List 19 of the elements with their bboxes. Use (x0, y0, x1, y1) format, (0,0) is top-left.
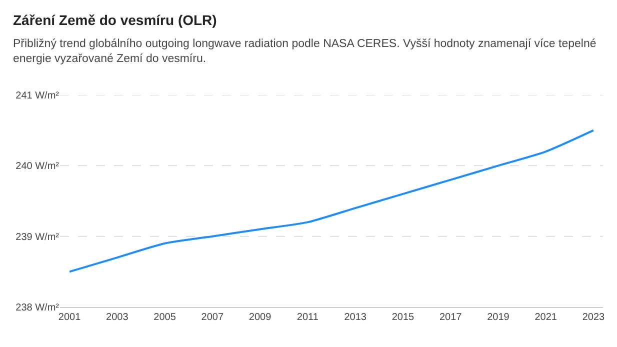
x-tick-label: 2017 (439, 312, 462, 323)
y-tick-label: 239 W/m² (16, 232, 60, 243)
y-tick-label: 238 W/m² (16, 302, 60, 314)
x-tick-label: 2015 (392, 312, 415, 323)
x-tick-label: 2011 (296, 312, 319, 323)
x-tick-label: 2019 (487, 312, 510, 323)
x-tick-label: 2023 (582, 312, 606, 323)
x-tick-label: 2009 (248, 312, 272, 323)
x-tick-label: 2007 (201, 312, 224, 323)
x-tick-label: 2013 (344, 312, 367, 323)
chart-title: Záření Země do vesmíru (OLR) (13, 12, 217, 28)
line-series (68, 129, 594, 273)
y-tick-label: 240 W/m² (16, 161, 60, 172)
x-tick-label: 2005 (154, 312, 176, 323)
x-tick-label: 2001 (58, 312, 82, 323)
chart-subtitle: Přibližný trend globálního outgoing longwave radiation podle NASA CERES. Vyšší hodnoty znamenají více tepelné energie vyzařované Zemí do vesmíru. (13, 38, 596, 65)
x-tick-label: 2003 (106, 312, 129, 323)
y-tick-label: 241 W/m² (16, 90, 60, 102)
x-tick-label: 2021 (534, 312, 558, 323)
